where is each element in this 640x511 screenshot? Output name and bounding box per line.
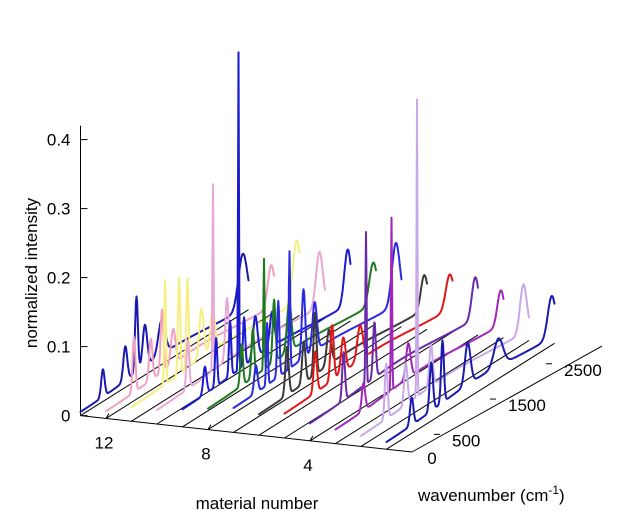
- intensity-tick-label: 0.1: [47, 338, 71, 357]
- floor-line-material-5: [284, 331, 453, 439]
- wavenumber-axis-line: [411, 345, 603, 453]
- intensity-tick-label: 0.3: [47, 200, 71, 219]
- spectrum-trace-material-1: [385, 295, 556, 443]
- floor-line-material-1: [386, 342, 555, 450]
- wavenumber-tick-label: 2500: [564, 361, 602, 380]
- material-tick-mark: [105, 413, 110, 419]
- intensity-tick-label: 0.2: [47, 269, 71, 288]
- spectrum-trace-material-4: [309, 231, 479, 425]
- material-tick-label: 8: [201, 445, 210, 464]
- material-tick-mark: [309, 435, 314, 442]
- intensity-tick-label: 0.4: [47, 131, 71, 150]
- spectrum-traces: [79, 51, 556, 443]
- material-tick-mark: [207, 424, 212, 430]
- floor-line-material-8: [207, 323, 377, 431]
- material-tick-label: 4: [303, 456, 312, 475]
- tick-labels: 0 0.1 0.2 0.3 0.4 12 8 4 0 500 1500 2500: [47, 131, 602, 475]
- spectrum-trace-material-8: [207, 257, 377, 410]
- spectrum-trace-material-5: [283, 273, 454, 415]
- wavenumber-tick-label: 1500: [508, 396, 546, 415]
- floor-line-material-3: [335, 337, 504, 445]
- wavenumber-axis-label-main: wavenumber (cm: [417, 486, 548, 505]
- spectrum-trace-material-3: [334, 216, 505, 431]
- material-axis-label: material number: [196, 494, 319, 511]
- wavenumber-axis-label-close: ): [559, 486, 565, 505]
- spectrum-trace-material-10: [156, 183, 326, 411]
- wavenumber-axis-label: wavenumber (cm-1): [417, 483, 565, 505]
- wavenumber-tick-label: 500: [452, 431, 480, 450]
- material-axis-line: [80, 415, 413, 453]
- material-tick-label: 12: [95, 433, 114, 452]
- wavenumber-axis-label-exponent: -1: [548, 483, 559, 497]
- axes: [80, 125, 603, 453]
- intensity-axis-label: normalized intensity: [22, 197, 41, 348]
- floor-line-material-6: [258, 328, 428, 436]
- floor-line-material-10: [156, 317, 326, 425]
- wavenumber-tick-label: 0: [427, 449, 436, 468]
- spectrum-trace-material-7: [232, 241, 403, 409]
- intensity-tick-label: 0: [61, 407, 70, 426]
